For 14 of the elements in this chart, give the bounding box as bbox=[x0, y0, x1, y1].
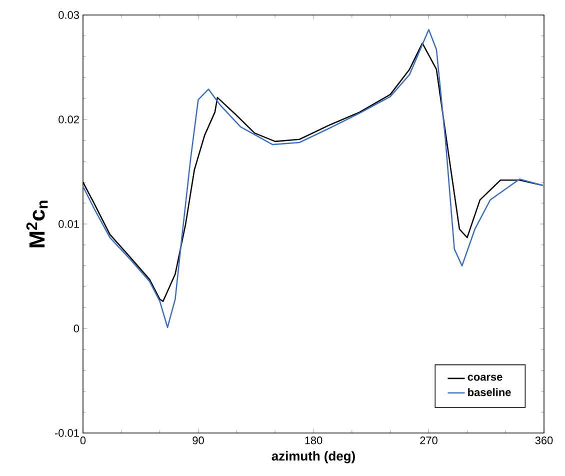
y-tick-label: 0.01 bbox=[58, 220, 79, 228]
y-tick-label: 0 bbox=[74, 324, 80, 332]
y-tick-label: 0.03 bbox=[58, 11, 79, 19]
x-tick-label: 90 bbox=[192, 436, 204, 444]
x-tick-label: 360 bbox=[535, 436, 553, 444]
legend-label: coarse bbox=[468, 374, 502, 381]
y-axis-title: M$^{2}$c$_{n}$ bbox=[26, 200, 48, 248]
x-tick-label: 270 bbox=[420, 436, 438, 444]
x-tick-label: 180 bbox=[305, 436, 322, 444]
legend-label: baseline bbox=[468, 388, 511, 396]
x-axis-title: azimuth (deg) bbox=[272, 451, 355, 464]
y-tick-label: -0.01 bbox=[54, 429, 79, 437]
x-tick-label: 0 bbox=[80, 436, 86, 444]
y-tick-label: 0.02 bbox=[58, 116, 79, 124]
